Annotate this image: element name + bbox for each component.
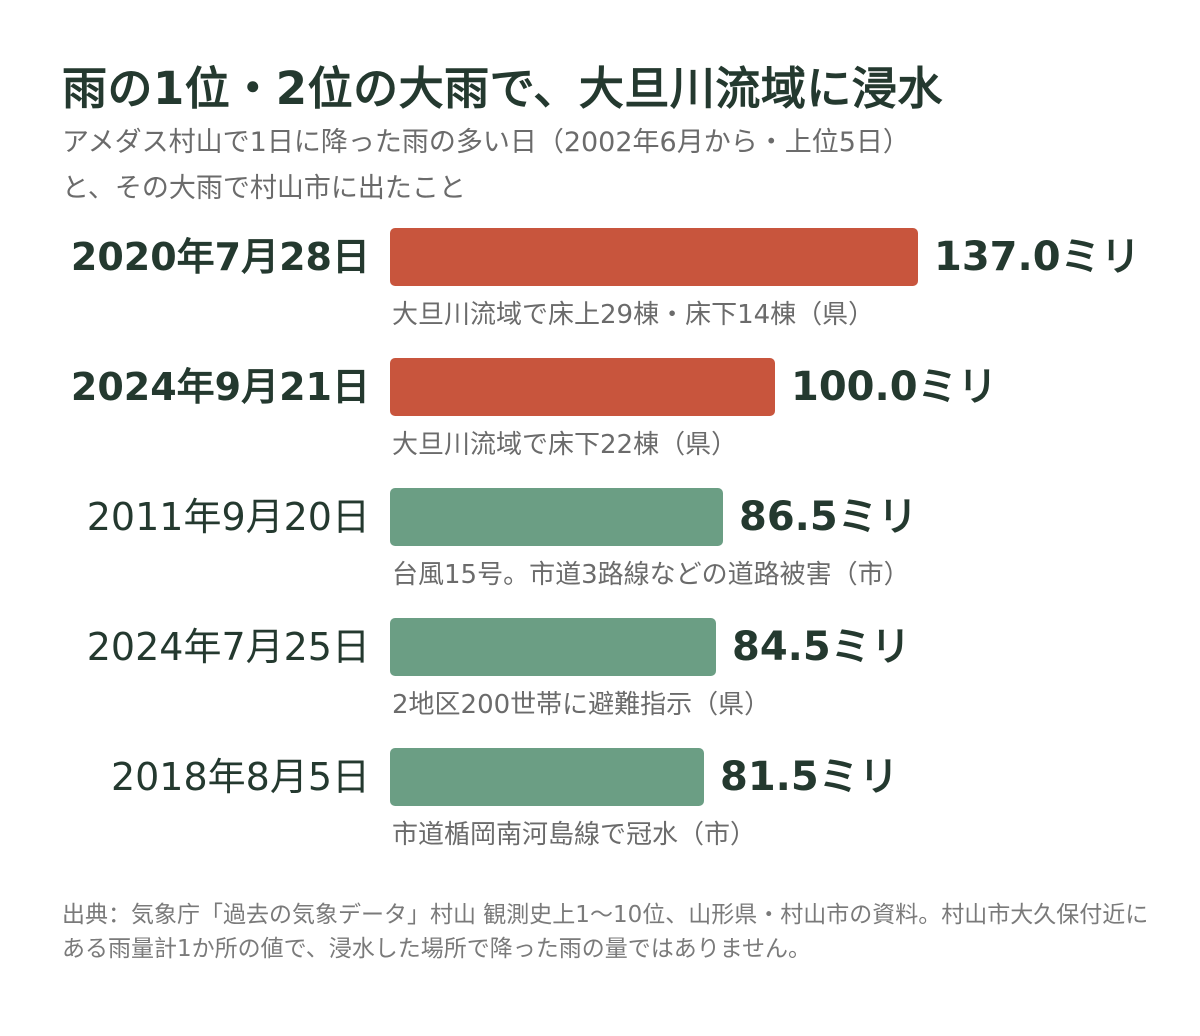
bar-row: 2018年8月5日 81.5ミリ市道楯岡南河島線で冠水（市）	[0, 748, 1200, 868]
category-label: 2018年8月5日	[110, 755, 370, 799]
bar	[390, 488, 723, 546]
bar-row: 2020年7月28日 137.0ミリ大旦川流域で床上29棟・床下14棟（県）	[0, 228, 1200, 348]
bar-row: 2024年7月25日 84.5ミリ 2地区200世帯に避難指示（県）	[0, 618, 1200, 738]
source-note: 出典：気象庁「過去の気象データ」村山 観測史上1〜10位、山形県・村山市の資料。…	[62, 902, 1149, 962]
value-label: 86.5ミリ	[739, 494, 918, 540]
bar-row: 2011年9月20日 86.5ミリ台風15号。市道3路線などの道路被害（市）	[0, 488, 1200, 608]
bar-note: 大旦川流域で床下22棟（県）	[392, 430, 738, 460]
bar	[390, 748, 704, 806]
bar	[390, 228, 918, 286]
bar	[390, 618, 716, 676]
value-label: 137.0ミリ	[934, 234, 1141, 280]
value-label: 84.5ミリ	[732, 624, 911, 670]
category-label: 2024年7月25日	[86, 625, 370, 669]
bar-row: 2024年9月21日 100.0ミリ大旦川流域で床下22棟（県）	[0, 358, 1200, 478]
category-label: 2024年9月21日	[70, 365, 370, 409]
chart-title: 雨の1位・2位の大雨で、大旦川流域に浸水	[62, 62, 943, 115]
bar-note: 市道楯岡南河島線で冠水（市）	[392, 820, 757, 850]
chart-subtitle: アメダス村山で1日に降った雨の多い日（2002年6月から・上位5日） と、その大…	[62, 120, 910, 212]
value-label: 100.0ミリ	[791, 364, 998, 410]
value-label: 81.5ミリ	[720, 754, 899, 800]
category-label: 2011年9月20日	[86, 495, 370, 539]
bar-note: 台風15号。市道3路線などの道路被害（市）	[392, 560, 910, 590]
bar-note: 2地区200世帯に避難指示（県）	[392, 690, 771, 720]
subtitle-line-2: と、その大雨で村山市に出たこと	[62, 173, 466, 204]
subtitle-line-1: アメダス村山で1日に降った雨の多い日（2002年6月から・上位5日）	[62, 127, 910, 158]
bar-note: 大旦川流域で床上29棟・床下14棟（県）	[392, 300, 875, 330]
category-label: 2020年7月28日	[70, 235, 370, 279]
bar	[390, 358, 775, 416]
